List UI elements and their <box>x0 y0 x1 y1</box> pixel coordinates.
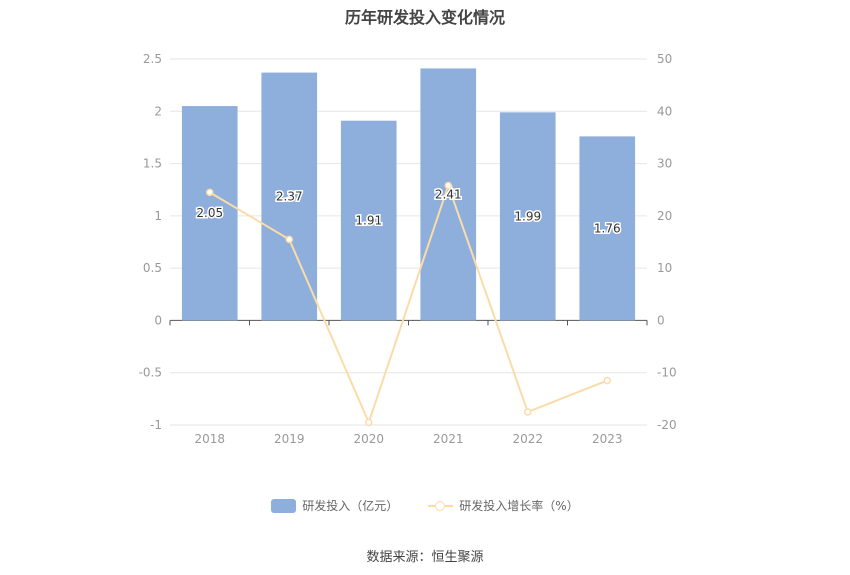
legend-line-swatch <box>428 499 454 513</box>
x-tick-label: 2022 <box>512 432 543 446</box>
y-left-tick-label: 0.5 <box>143 261 162 275</box>
y-right-tick-label: -10 <box>657 366 677 380</box>
bar <box>499 112 556 321</box>
y-left-tick-label: 1.5 <box>143 157 162 171</box>
bar <box>579 136 636 321</box>
line-point <box>285 235 293 244</box>
x-tick-label: 2023 <box>592 432 623 446</box>
bar <box>420 68 477 321</box>
y-left-tick-label: -1 <box>150 418 162 432</box>
legend-bar-swatch <box>271 498 297 513</box>
legend-bar-label: 研发投入（亿元） <box>302 499 399 513</box>
bar-data-label: 1.76 <box>594 221 621 235</box>
chart-plot: 2.5 2 1.5 1 0.5 0 -0.5 -1 50 40 30 20 10 0 -10 -20 2018 2… <box>139 52 677 446</box>
y-left-tick-label: 2 <box>154 104 162 118</box>
y-right-tick-label: 10 <box>657 261 672 275</box>
y-right-tick-label: 40 <box>657 104 672 118</box>
bar-data-label: 1.91 <box>355 214 382 228</box>
y-right-tick-label: 20 <box>657 209 672 223</box>
x-tick-label: 2019 <box>274 432 305 446</box>
line-point <box>524 408 532 416</box>
x-tick-label: 2020 <box>353 432 384 446</box>
chart-legend: 研发投入（亿元） 研发投入增长率（%） <box>0 497 850 514</box>
y-right-tick-label: -20 <box>657 418 677 432</box>
y-right-tick-label: 0 <box>657 313 665 327</box>
bar <box>181 106 238 321</box>
legend-line-label: 研发投入增长率（%） <box>459 499 579 513</box>
bar-data-label: 2.05 <box>196 206 223 220</box>
line-point <box>365 418 373 427</box>
y-left-tick-label: 2.5 <box>143 52 162 66</box>
growth-rate-line <box>209 182 608 426</box>
legend-item-bar[interactable]: 研发投入（亿元） <box>271 497 398 514</box>
bar-data-label: 1.99 <box>514 209 541 223</box>
bar-data-label: 2.37 <box>276 190 303 204</box>
line-point <box>206 188 214 197</box>
bar <box>261 72 318 321</box>
y-right-tick-label: 50 <box>657 52 672 66</box>
y-left-tick-label: -0.5 <box>139 366 162 380</box>
y-right-tick-label: 30 <box>657 157 672 171</box>
data-source: 数据来源：恒生聚源 <box>366 550 484 565</box>
x-tick-label: 2021 <box>433 432 464 446</box>
y-left-tick-label: 0 <box>154 313 162 327</box>
chart-title: 历年研发投入变化情况 <box>344 8 505 27</box>
y-left-tick-label: 1 <box>154 209 162 223</box>
bar-data-label: 2.41 <box>435 187 462 201</box>
legend-item-line[interactable]: 研发投入增长率（%） <box>428 497 579 514</box>
line-point <box>444 181 452 190</box>
bar <box>340 120 397 321</box>
x-tick-label: 2018 <box>194 432 225 446</box>
line-point <box>603 376 611 385</box>
